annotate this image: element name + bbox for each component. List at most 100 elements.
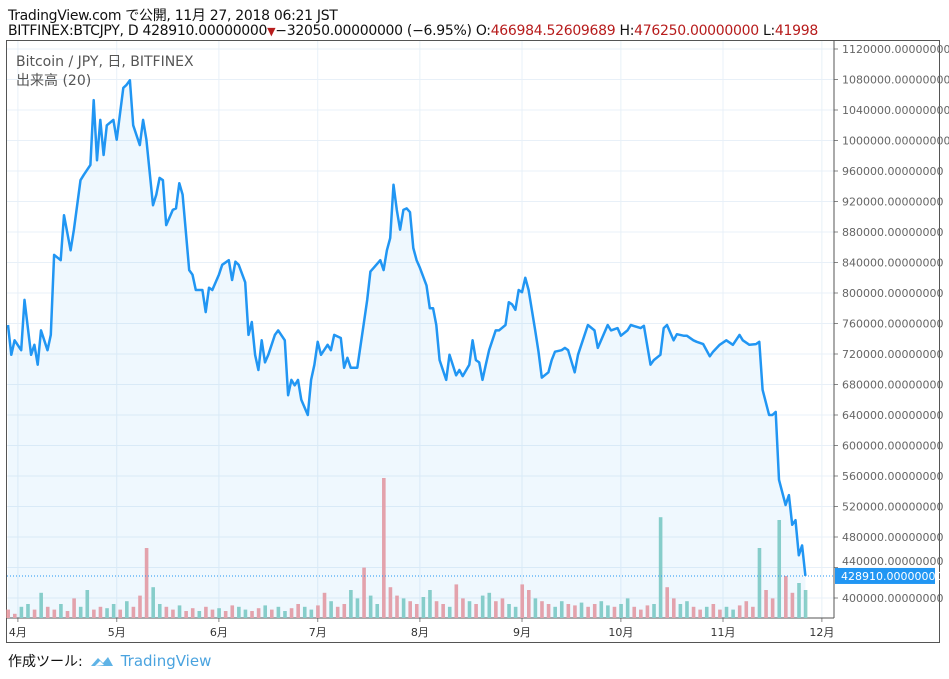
open-value: 466984.52609689 bbox=[490, 23, 616, 39]
volume-bar bbox=[92, 609, 96, 618]
volume-bar bbox=[309, 609, 314, 618]
volume-bar bbox=[217, 608, 221, 618]
volume-bar bbox=[6, 609, 10, 618]
volume-bar bbox=[45, 606, 50, 618]
x-tick-label: 6月 bbox=[210, 626, 228, 639]
down-triangle-icon: ▼ bbox=[267, 25, 276, 38]
volume-bar bbox=[250, 611, 254, 618]
y-tick-label: 680000.00000000 bbox=[842, 379, 943, 392]
volume-bar bbox=[559, 601, 564, 618]
volume-bar bbox=[784, 576, 788, 618]
volume-bar bbox=[223, 611, 228, 618]
volume-bar bbox=[678, 604, 683, 618]
volume-bar bbox=[527, 590, 531, 618]
volume-bar bbox=[803, 590, 808, 618]
price-line bbox=[6, 79, 807, 577]
volume-bar bbox=[764, 590, 768, 618]
volume-bar bbox=[428, 590, 432, 618]
volume-bar bbox=[355, 598, 360, 618]
volume-bar bbox=[395, 595, 399, 618]
made-with-label: 作成ツール: bbox=[8, 654, 83, 670]
volume-bar bbox=[632, 606, 637, 618]
volume-bar bbox=[164, 606, 169, 618]
y-tick-label: 520000.00000000 bbox=[842, 501, 943, 514]
volume-bar bbox=[197, 611, 202, 618]
volume-bar bbox=[520, 584, 525, 618]
volume-bar bbox=[39, 592, 43, 618]
symbol: BITFINEX:BTCJPY, D bbox=[8, 23, 139, 39]
volume-bar bbox=[316, 605, 320, 618]
volume-bar bbox=[263, 605, 268, 618]
volume-bar bbox=[131, 606, 136, 618]
volume-bar bbox=[546, 604, 551, 618]
y-tick-label: 440000.00000000 bbox=[842, 555, 943, 568]
volume-bar bbox=[625, 598, 630, 618]
volume-bar bbox=[375, 604, 380, 618]
volume-bar bbox=[52, 609, 57, 618]
y-tick-label: 560000.00000000 bbox=[842, 470, 943, 483]
x-tick-label: 11月 bbox=[711, 626, 736, 639]
volume-bar bbox=[362, 567, 366, 618]
volume-bar bbox=[454, 584, 459, 618]
y-tick-label: 920000.00000000 bbox=[842, 196, 943, 209]
volume-bar bbox=[467, 601, 472, 618]
volume-bar bbox=[105, 608, 109, 618]
volume-bar bbox=[342, 604, 347, 618]
volume-bar bbox=[171, 609, 175, 618]
volume-bar bbox=[724, 606, 729, 618]
volume-bar bbox=[204, 606, 208, 618]
volume-bar bbox=[19, 606, 24, 618]
volume-bar bbox=[157, 604, 162, 618]
volume-bar bbox=[85, 590, 90, 618]
chart-frame[interactable] bbox=[6, 40, 940, 643]
x-tick-label: 4月 bbox=[9, 626, 27, 639]
volume-bar bbox=[566, 604, 571, 618]
y-tick-label: 480000.00000000 bbox=[842, 531, 943, 544]
volume-bar bbox=[447, 606, 452, 618]
volume-bar bbox=[190, 608, 195, 618]
volume-bar bbox=[296, 604, 300, 618]
volume-bar bbox=[658, 517, 663, 618]
volume-bar bbox=[619, 604, 623, 618]
volume-bar bbox=[329, 601, 333, 618]
volume-bar bbox=[606, 605, 610, 618]
volume-bar bbox=[586, 606, 590, 618]
volume-bar bbox=[744, 601, 749, 618]
published-info: TradingView.com で公開, 11月 27, 2018 06:21 … bbox=[8, 8, 338, 24]
volume-bar bbox=[414, 604, 419, 618]
volume-bar bbox=[718, 609, 722, 618]
volume-bar bbox=[797, 583, 801, 618]
volume-bar bbox=[138, 595, 142, 618]
volume-bar bbox=[731, 609, 735, 618]
volume-bar bbox=[256, 608, 261, 618]
volume-bar bbox=[540, 601, 544, 618]
volume-bar bbox=[72, 598, 76, 618]
tradingview-logo-icon bbox=[90, 657, 113, 666]
volume-bar bbox=[698, 609, 702, 618]
volume-bar bbox=[777, 520, 782, 618]
volume-bar bbox=[184, 611, 188, 618]
legend-volume: 出来高 (20) bbox=[16, 73, 92, 89]
x-tick-label: 7月 bbox=[309, 626, 327, 639]
last-price: 428910.00000000 bbox=[142, 23, 268, 39]
volume-bar bbox=[65, 611, 70, 618]
x-tick-label: 9月 bbox=[513, 626, 531, 639]
volume-bar bbox=[111, 604, 116, 618]
tradingview-link[interactable]: TradingView bbox=[120, 652, 212, 670]
legend-title: Bitcoin / JPY, 日, BITFINEX bbox=[16, 54, 194, 70]
volume-bar bbox=[283, 611, 287, 618]
volume-bar bbox=[289, 608, 294, 618]
symbol-info: BITFINEX:BTCJPY, D 428910.00000000▼−3205… bbox=[8, 23, 818, 39]
volume-bar bbox=[408, 601, 412, 618]
volume-bar bbox=[237, 606, 241, 618]
volume-bar bbox=[382, 478, 386, 618]
y-tick-label: 400000.00000000 bbox=[842, 592, 943, 605]
volume-bar bbox=[553, 606, 557, 618]
volume-bar bbox=[691, 606, 696, 618]
y-tick-label: 880000.00000000 bbox=[842, 226, 943, 239]
volume-bar bbox=[177, 605, 182, 618]
y-tick-label: 1000000.00000000 bbox=[842, 135, 949, 148]
volume-bar bbox=[302, 606, 307, 618]
volume-bar bbox=[98, 606, 103, 618]
